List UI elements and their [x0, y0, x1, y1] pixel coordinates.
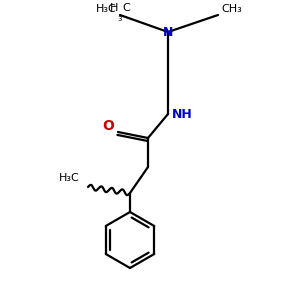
Text: H₃C: H₃C	[96, 4, 117, 14]
Text: NH: NH	[172, 107, 193, 121]
Text: H₃C: H₃C	[59, 173, 80, 183]
Text: N: N	[163, 26, 173, 38]
Text: O: O	[102, 119, 114, 133]
Text: H: H	[110, 3, 118, 13]
Text: CH₃: CH₃	[221, 4, 242, 14]
Text: 3: 3	[118, 16, 122, 22]
Text: C: C	[122, 3, 130, 13]
